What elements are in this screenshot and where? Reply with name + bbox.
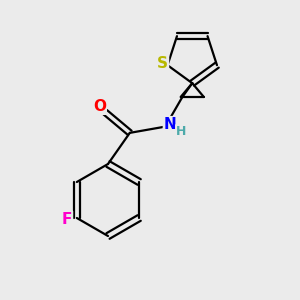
- Text: F: F: [61, 212, 72, 226]
- Text: H: H: [176, 125, 186, 138]
- Text: O: O: [93, 99, 106, 114]
- Text: S: S: [157, 56, 168, 71]
- Text: N: N: [164, 117, 177, 132]
